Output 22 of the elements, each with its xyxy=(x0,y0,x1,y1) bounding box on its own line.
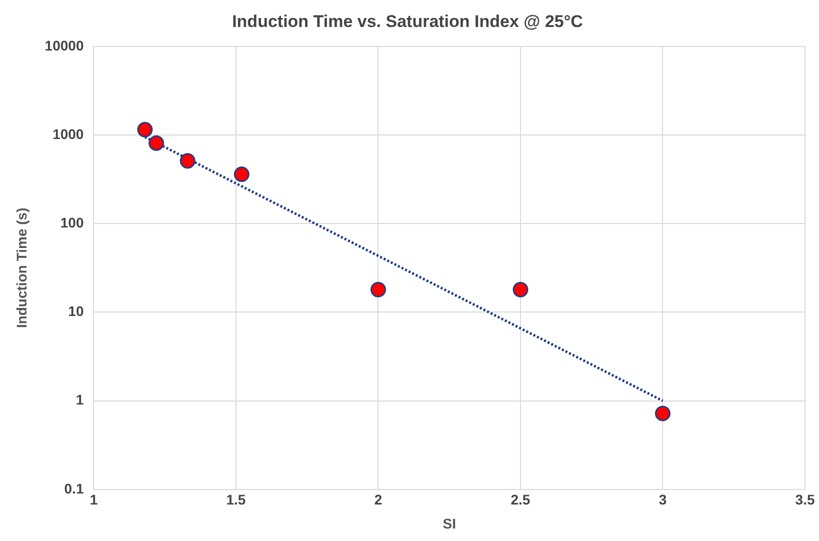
point xyxy=(512,282,528,298)
y-tick-label: 1 xyxy=(76,392,84,408)
point xyxy=(234,166,250,182)
point xyxy=(137,122,153,138)
x-tick-label: 1.5 xyxy=(226,492,246,508)
y-tick-label: 1000 xyxy=(52,126,84,142)
x-tick-label: 2 xyxy=(374,492,382,508)
y-tick-label: 0.1 xyxy=(64,480,84,496)
point xyxy=(370,282,386,298)
x-tick-label: 3.5 xyxy=(795,492,815,508)
y-tick-label: 100 xyxy=(60,214,84,230)
point xyxy=(654,406,670,422)
point xyxy=(148,135,164,151)
y-tick-label: 10000 xyxy=(44,37,84,54)
point xyxy=(180,153,196,169)
x-tick-label: 1 xyxy=(90,492,98,508)
y-tick-label: 10 xyxy=(68,303,84,320)
x-axis-title: SI xyxy=(442,515,456,532)
x-tick-label: 2.5 xyxy=(510,492,530,508)
chart-title: Induction Time vs. Saturation Index @ 25°C xyxy=(232,12,583,31)
y-axis-title: Induction Time (s) xyxy=(13,208,30,328)
x-tick-label: 3 xyxy=(658,492,667,508)
